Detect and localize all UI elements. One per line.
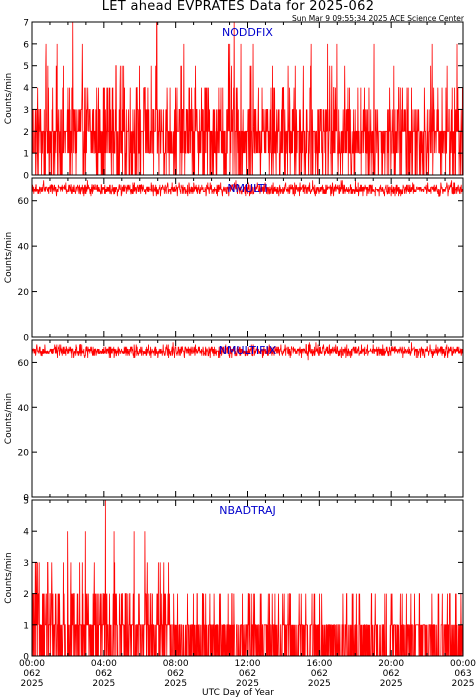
y-tick-label: 5 (23, 497, 29, 507)
x-tick-label: 062 (95, 669, 112, 679)
x-tick-label: 062 (383, 669, 400, 679)
x-tick-label: 2025 (308, 679, 331, 689)
y-tick-label: 2 (23, 128, 29, 138)
panel-nbadtraj: 0 1 2 3 4 5 Counts/min NBADTRAJ (4, 497, 464, 663)
y-tick-label: 4 (23, 84, 29, 94)
series-label: NMULTIFIX (219, 344, 277, 357)
x-tick-label: 2025 (21, 679, 44, 689)
y-tick-label: 0 (23, 653, 29, 663)
panel-frame (31, 177, 464, 338)
timestamp: Sun Mar 9 09:55:34 2025 ACE Science Cent… (292, 14, 464, 23)
y-tick-label: 7 (23, 19, 29, 29)
x-axis-title: UTC Day of Year (202, 688, 274, 698)
x-tick-label: 2025 (236, 679, 259, 689)
y-tick-label: 3 (23, 106, 29, 116)
x-tick-label: 062 (23, 669, 40, 679)
y-tick-label: 1 (23, 621, 29, 631)
y-tick-label: 40 (18, 404, 30, 414)
y-axis-title: Counts/min (4, 73, 14, 124)
y-tick-label: 0 (23, 494, 29, 504)
series-line-nbadtraj (31, 499, 464, 657)
series-label: NMULTI (227, 182, 267, 195)
panel-nmultifix: 0 20 40 60 Counts/min NMULTIFIX (4, 339, 464, 504)
y-tick-label: 3 (23, 559, 29, 569)
y-tick-label: 2 (23, 590, 29, 600)
series-line-noddfix (31, 21, 464, 176)
x-tick-label: 2025 (380, 679, 403, 689)
x-tick-label: 062 (311, 669, 328, 679)
x-tick-label: 00:00 (450, 659, 476, 669)
x-tick-label: 08:00 (163, 659, 189, 669)
y-tick-label: 40 (18, 243, 30, 253)
panel-nmulti: 0 20 40 60 Counts/min NMULTI (4, 177, 464, 344)
x-tick-label: 063 (454, 669, 471, 679)
x-tick-label: 062 (167, 669, 184, 679)
y-tick-label: 0 (23, 334, 29, 344)
x-tick-label: 2025 (164, 679, 187, 689)
y-axis-title: Counts/min (4, 393, 14, 444)
x-tick-label: 16:00 (306, 659, 332, 669)
series-line-nmultifix (31, 342, 464, 361)
panel-noddfix: 0 1 2 3 4 5 6 7 Counts/min NODDFIX (4, 19, 464, 182)
y-tick-label: 0 (23, 172, 29, 182)
x-tick-label: 00:00 (19, 659, 45, 669)
y-tick-label: 5 (23, 62, 29, 72)
series-line-nmulti (31, 180, 464, 197)
y-axis-title: Counts/min (4, 232, 14, 283)
x-tick-label: 062 (239, 669, 256, 679)
x-tick-label: 04:00 (91, 659, 117, 669)
series-label: NODDFIX (222, 26, 273, 39)
y-tick-label: 60 (18, 197, 30, 207)
panel-frame (31, 339, 464, 498)
series-label: NBADTRAJ (219, 504, 275, 517)
y-tick-label: 1 (23, 150, 29, 160)
x-tick-label: 12:00 (235, 659, 261, 669)
x-tick-label: 2025 (92, 679, 115, 689)
y-tick-label: 6 (23, 40, 29, 50)
y-tick-label: 60 (18, 359, 30, 369)
y-tick-label: 4 (23, 528, 29, 538)
y-axis-title: Counts/min (4, 552, 14, 603)
chart-title: LET ahead EVPRATES Data for 2025-062 (101, 0, 375, 14)
y-tick-label: 20 (18, 288, 30, 298)
x-tick-label: 20:00 (378, 659, 404, 669)
y-tick-label: 20 (18, 449, 30, 459)
x-tick-label: 2025 (452, 679, 475, 689)
